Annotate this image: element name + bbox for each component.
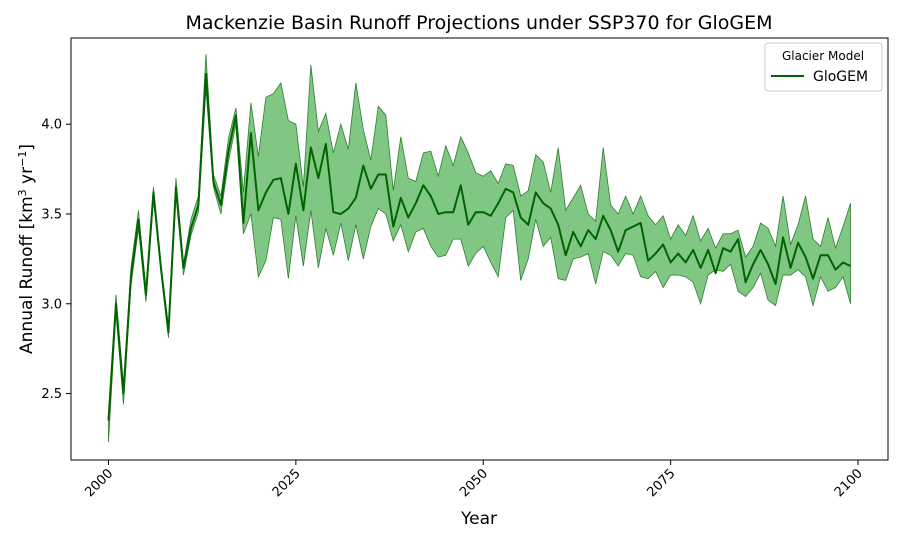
legend-label-glogem: GloGEM: [813, 69, 868, 85]
y-tick-label: 3.5: [41, 207, 62, 222]
x-axis-label: Year: [460, 509, 497, 529]
y-axis-label: Annual Runoff [km3 yr−1]: [16, 144, 37, 354]
y-axis-label-end: ]: [17, 144, 37, 151]
legend-title: Glacier Model: [782, 49, 864, 63]
plot-area: [107, 54, 851, 443]
legend: Glacier Model GloGEM: [764, 42, 883, 92]
y-tick-label: 2.5: [41, 387, 62, 402]
y-axis-label-main: Annual Runoff [km: [17, 196, 37, 354]
y-tick-label: 4.0: [41, 118, 62, 133]
legend-box: [764, 42, 883, 92]
plot-frame: [70, 37, 889, 461]
y-axis: 2.5 3.0 3.5 4.0: [41, 118, 71, 402]
y-axis-label-mid: yr: [17, 167, 37, 189]
y-axis-label-sup2: −1: [16, 151, 29, 167]
y-axis-label-sup1: 3: [16, 189, 29, 196]
uncertainty-band: [108, 54, 851, 443]
y-tick-label: 3.0: [41, 297, 62, 312]
series-line-glogem: [107, 72, 851, 421]
chart-title: Mackenzie Basin Runoff Projections under…: [185, 12, 772, 34]
